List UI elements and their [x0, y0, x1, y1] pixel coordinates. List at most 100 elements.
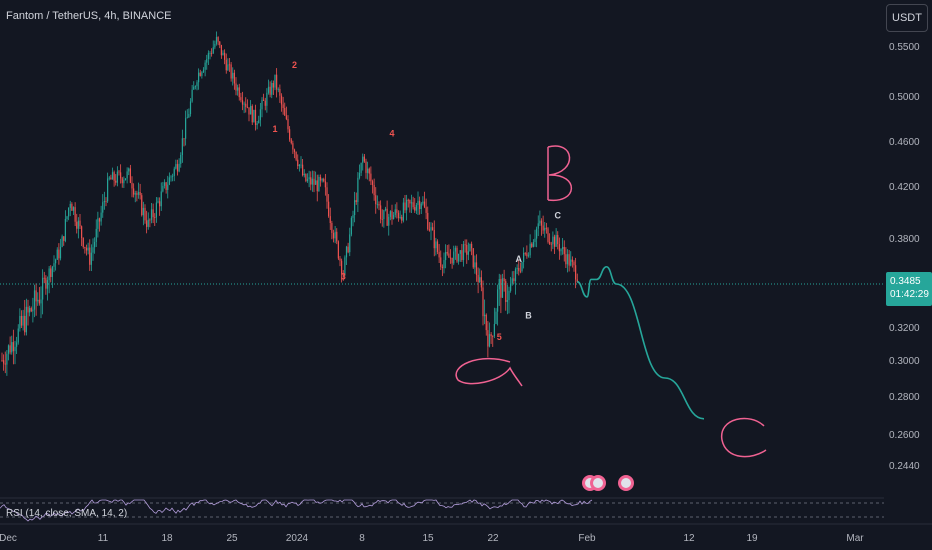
candle-body [98, 218, 101, 222]
event-markers[interactable] [582, 475, 634, 491]
candle-body [219, 41, 221, 45]
candle-body [423, 201, 426, 208]
x-tick-label: 22 [487, 533, 499, 544]
candle-body [168, 177, 170, 185]
candle-body [94, 241, 96, 248]
candle-body [111, 172, 114, 180]
candle-body [518, 267, 520, 271]
candle-body [555, 235, 557, 247]
candle-body [225, 59, 227, 71]
candle-body [441, 266, 443, 269]
candle-body [557, 235, 559, 245]
candle-body [347, 246, 349, 253]
candle-body [173, 168, 175, 176]
candle-body [264, 100, 266, 106]
annotation-letter-a [455, 357, 523, 387]
candle-body [160, 191, 162, 207]
candle-body [553, 236, 556, 247]
current-price-tag: 0.3485 01:42:29 [886, 272, 932, 306]
candle-body [419, 200, 421, 210]
x-tick-label: 19 [746, 533, 758, 544]
candle-body [428, 229, 430, 231]
candle-body [198, 72, 200, 83]
candle-body [412, 202, 414, 208]
y-tick-label: 0.2600 [889, 430, 920, 441]
candle-body [381, 219, 383, 220]
candle-body [176, 164, 179, 172]
candle-body [159, 201, 161, 207]
currency-button[interactable]: USDT [886, 4, 928, 32]
candle-body [510, 283, 512, 291]
candle-body [1, 360, 3, 361]
candle-body [238, 87, 240, 98]
candle-body [544, 227, 546, 231]
candle-body [227, 64, 229, 71]
candle-body [149, 219, 151, 221]
candle-body [552, 236, 554, 245]
candle-body [76, 221, 78, 229]
candle-body [196, 82, 198, 87]
candle-body [497, 289, 499, 312]
candle-body [328, 201, 330, 217]
candle-body [474, 262, 476, 268]
candle-body [220, 44, 222, 56]
candle-body [386, 208, 388, 226]
candle-body [118, 171, 120, 173]
candle-body [92, 247, 94, 253]
candle-body [524, 252, 526, 254]
projection-curve [576, 265, 705, 420]
wave-label: A [516, 254, 523, 264]
rsi-label: RSI (14, close, SMA, 14, 2) [6, 508, 128, 519]
x-tick-label: 2024 [286, 533, 309, 544]
candle-body [492, 336, 494, 337]
candle-body [326, 187, 328, 202]
candle-body [290, 139, 292, 144]
candle-body [310, 177, 312, 185]
x-axis: Dec 11 18 25 2024 8 15 22 Feb 12 19 Mar [0, 533, 864, 544]
candle-body [241, 100, 244, 105]
candle-body [85, 248, 88, 251]
candle-body [193, 86, 195, 90]
candle-body [432, 227, 434, 231]
candle-body [136, 193, 138, 195]
candle-body [42, 277, 44, 300]
candle-body [316, 180, 318, 192]
candle-body [339, 258, 341, 261]
candle-body [469, 243, 471, 252]
candle-body [3, 360, 5, 364]
candle-body [285, 115, 287, 120]
candle-body [235, 83, 237, 91]
candle-body [17, 328, 19, 343]
candle-body [368, 168, 370, 174]
candle-body [529, 243, 531, 256]
candle-body [406, 199, 408, 211]
y-axis: 0.55000.50000.46000.42000.38000.34000.32… [889, 42, 920, 472]
candle-body [471, 243, 473, 249]
candle-body [495, 311, 497, 324]
candle-body [38, 299, 40, 304]
candle-body [378, 204, 380, 206]
candle-body [280, 95, 283, 105]
candle-body [415, 204, 417, 211]
candle-body [254, 109, 257, 126]
candle-body [560, 249, 562, 252]
candle-body [217, 37, 219, 42]
wave-label: B [525, 310, 532, 320]
candle-body [409, 200, 411, 204]
y-tick-label: 0.3200 [889, 323, 920, 334]
candle-body [532, 242, 534, 247]
candle-body [575, 265, 577, 280]
candle-body [498, 279, 500, 290]
candle-body [477, 274, 479, 283]
candle-body [360, 162, 362, 173]
candle-body [167, 184, 169, 190]
candle-body [399, 216, 401, 218]
candle-body [427, 212, 429, 230]
candle-body [108, 177, 110, 179]
candle-body [511, 278, 513, 284]
candle-body [33, 290, 36, 310]
candle-body [475, 262, 478, 275]
candle-body [276, 74, 278, 90]
candle-body [133, 188, 135, 195]
